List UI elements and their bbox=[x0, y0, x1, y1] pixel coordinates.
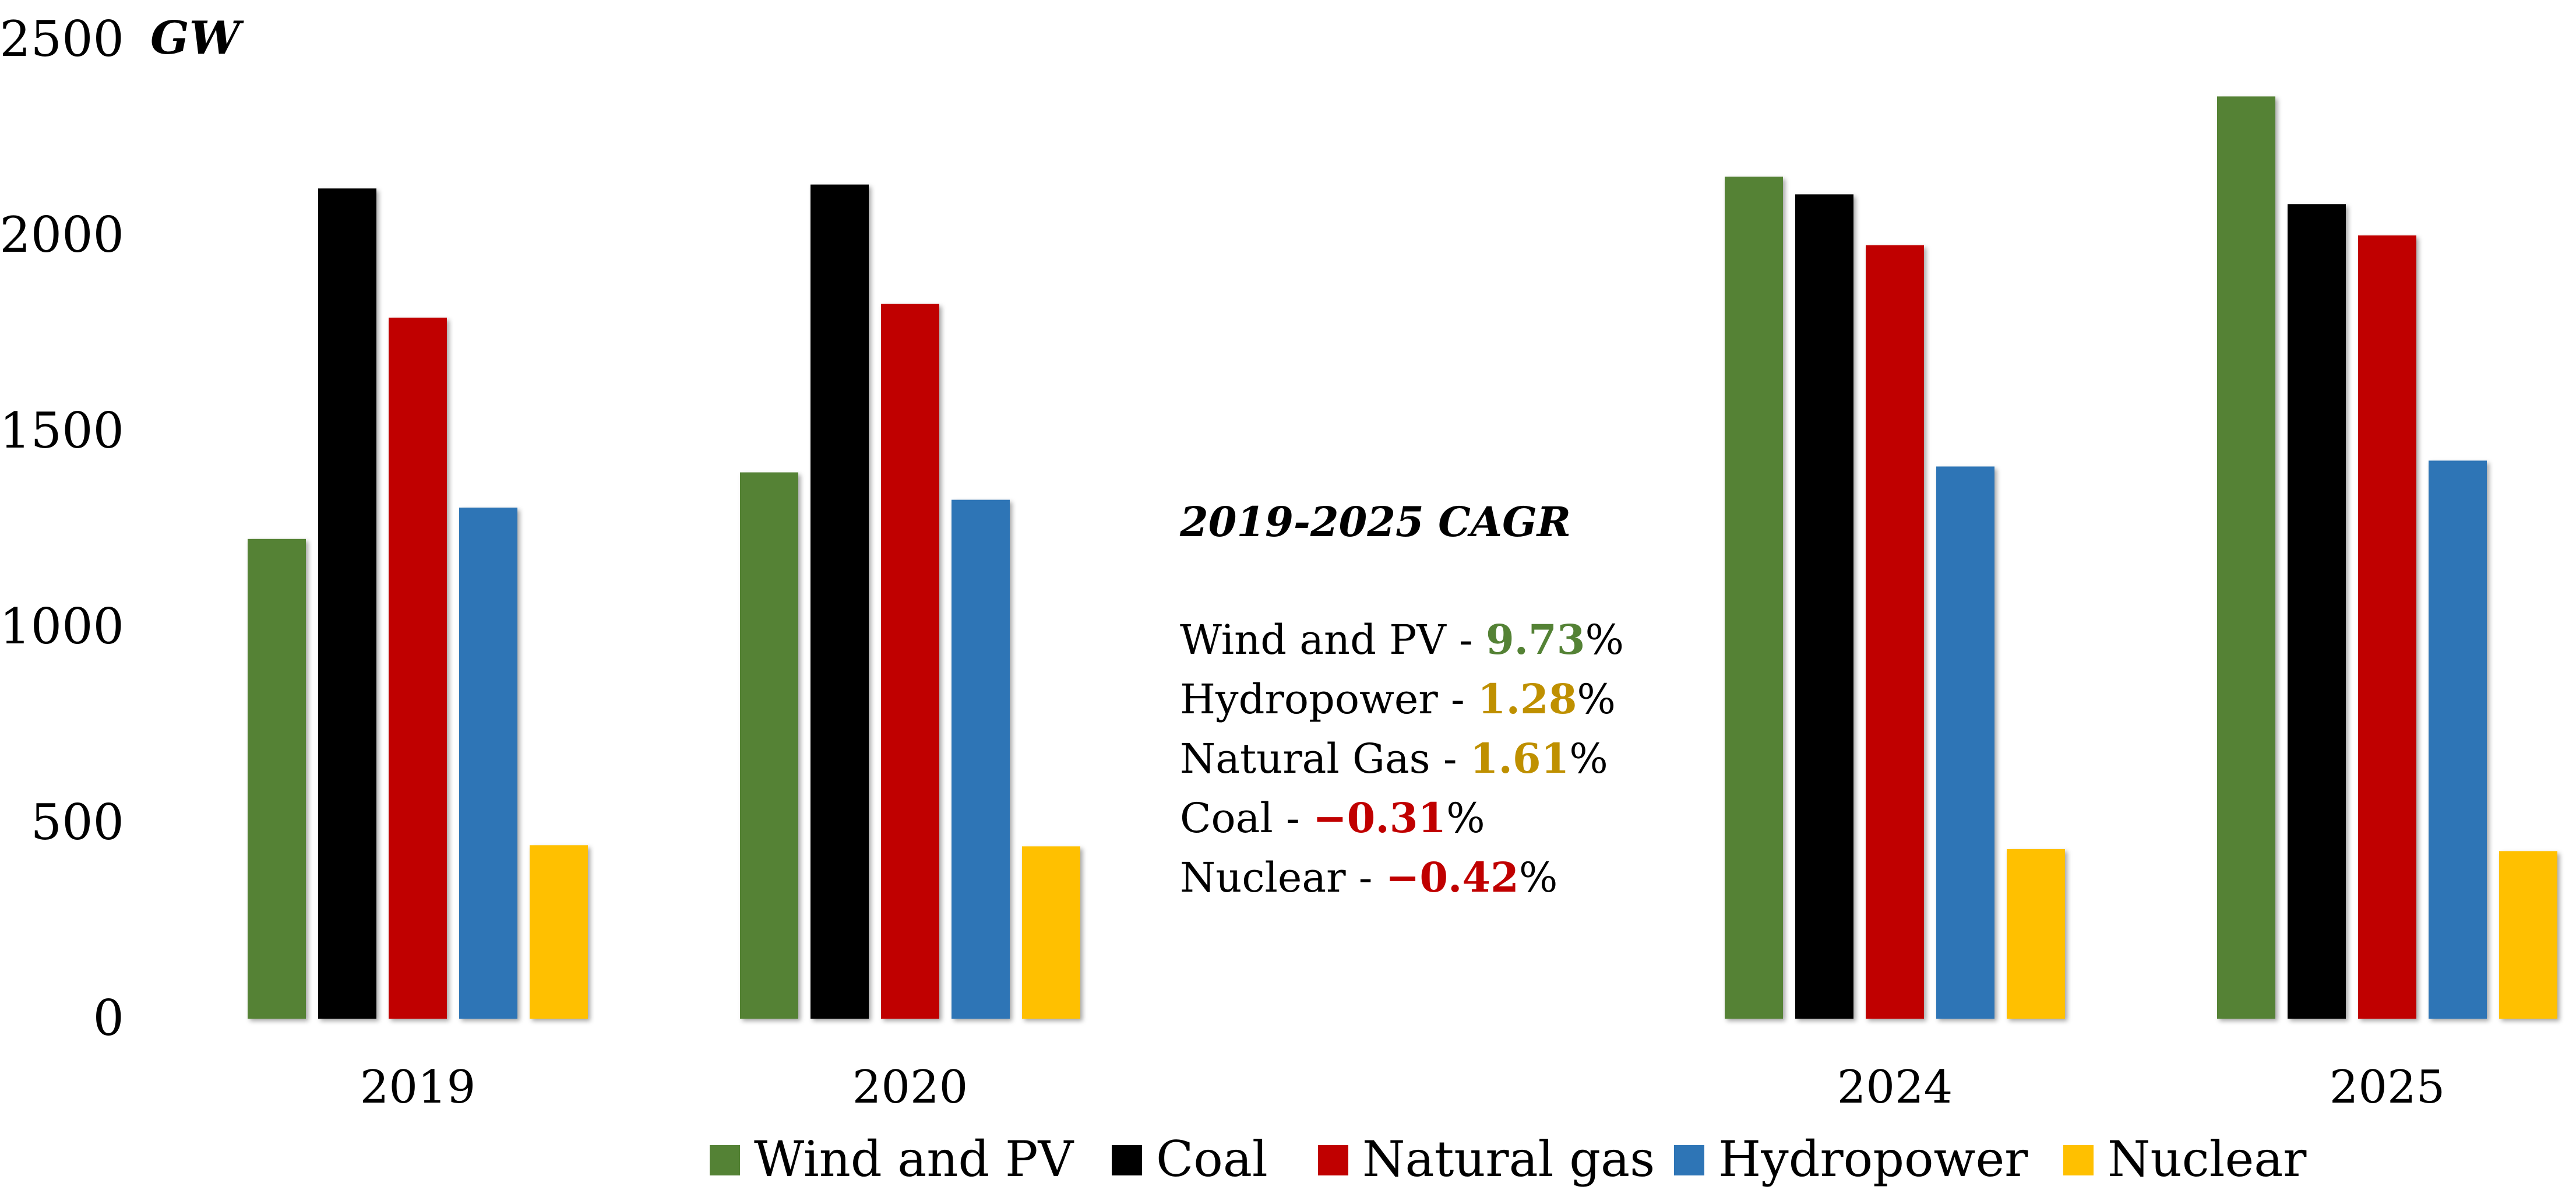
cagr-item-unit: % bbox=[1518, 854, 1558, 902]
legend-label: Nuclear bbox=[2108, 1131, 2307, 1188]
bar-nuclear-2019 bbox=[530, 845, 588, 1019]
bar-wind-and-pv-2025 bbox=[2217, 96, 2275, 1019]
bar-nuclear-2025 bbox=[2499, 851, 2557, 1019]
cagr-list: Wind and PV - 9.73% Hydropower - 1.28% Nat… bbox=[1180, 610, 1704, 907]
legend-swatch bbox=[1318, 1145, 1348, 1175]
cagr-item-unit: % bbox=[1569, 735, 1608, 783]
legend-label: Hydropower bbox=[1718, 1131, 2028, 1188]
legend-label: Natural gas bbox=[1362, 1131, 1655, 1188]
y-tick-label: 2000 bbox=[0, 206, 124, 263]
cagr-item-coal: Coal - −0.31% bbox=[1180, 788, 1704, 848]
bar-wind-and-pv-2024 bbox=[1725, 177, 1783, 1019]
cagr-item-value: 9.73 bbox=[1485, 615, 1585, 664]
cagr-item-label: Natural Gas - bbox=[1180, 735, 1470, 783]
bar-group-2024 bbox=[1725, 177, 2065, 1019]
bar-group-2025 bbox=[2217, 96, 2557, 1019]
y-tick-label: 1000 bbox=[0, 598, 124, 655]
y-tick-label: 0 bbox=[93, 990, 124, 1047]
legend: Wind and PV Coal Natural gas Hydropower Nucl… bbox=[710, 1131, 2307, 1188]
y-axis-unit-label: GW bbox=[150, 12, 245, 65]
cagr-item-unit: % bbox=[1585, 616, 1624, 664]
bar-coal-2025 bbox=[2288, 204, 2346, 1019]
y-tick-label: 500 bbox=[31, 794, 124, 851]
bar-coal-2019 bbox=[318, 188, 376, 1019]
bar-group-2019 bbox=[248, 188, 588, 1019]
bar-nuclear-2020 bbox=[1022, 846, 1080, 1019]
bars bbox=[248, 96, 2557, 1019]
legend-swatch bbox=[710, 1145, 740, 1175]
x-tick-label: 2024 bbox=[1837, 1061, 1953, 1114]
legend-swatch bbox=[1674, 1145, 1704, 1175]
cagr-item-nuclear: Nuclear - −0.42% bbox=[1180, 848, 1704, 907]
bar-coal-2020 bbox=[810, 184, 869, 1019]
y-tick-label: 1500 bbox=[0, 402, 124, 459]
bar-hydropower-2020 bbox=[952, 499, 1010, 1019]
bar-hydropower-2025 bbox=[2429, 460, 2487, 1019]
legend-label: Coal bbox=[1156, 1131, 1268, 1188]
y-axis: 0 500 1000 1500 2000 2500 bbox=[0, 10, 124, 1047]
bar-group-2020 bbox=[740, 184, 1080, 1019]
cagr-item-value: −0.31 bbox=[1312, 794, 1447, 842]
bar-hydropower-2019 bbox=[459, 508, 517, 1019]
cagr-item-hydropower: Hydropower - 1.28% bbox=[1180, 670, 1704, 729]
legend-item-nuclear: Nuclear bbox=[2063, 1131, 2307, 1188]
bar-natural-gas-2019 bbox=[389, 318, 447, 1019]
x-tick-label: 2025 bbox=[2330, 1061, 2445, 1114]
cagr-item-label: Wind and PV - bbox=[1180, 616, 1486, 664]
cagr-annotation: 2019-2025 CAGR Wind and PV - 9.73% Hydrop… bbox=[1180, 492, 1704, 907]
cagr-item-label: Coal - bbox=[1180, 794, 1313, 842]
bar-wind-and-pv-2020 bbox=[740, 472, 798, 1019]
legend-item-hydropower: Hydropower bbox=[1674, 1131, 2028, 1188]
cagr-item-label: Hydropower - bbox=[1180, 675, 1478, 723]
x-tick-label: 2019 bbox=[360, 1061, 476, 1114]
x-tick-label: 2020 bbox=[852, 1061, 968, 1114]
cagr-item-label: Nuclear - bbox=[1180, 854, 1386, 902]
legend-swatch bbox=[2063, 1145, 2094, 1175]
cagr-item-wind-and-pv: Wind and PV - 9.73% bbox=[1180, 610, 1704, 670]
bar-natural-gas-2020 bbox=[881, 304, 939, 1019]
cagr-title: 2019-2025 CAGR bbox=[1180, 498, 1571, 546]
legend-label: Wind and PV bbox=[754, 1131, 1074, 1188]
bar-nuclear-2024 bbox=[2007, 849, 2065, 1019]
bar-coal-2024 bbox=[1795, 194, 1853, 1019]
bar-wind-and-pv-2019 bbox=[248, 538, 306, 1019]
cagr-item-unit: % bbox=[1446, 794, 1485, 842]
legend-item-natural-gas: Natural gas bbox=[1318, 1131, 1655, 1188]
x-axis: 2019 2020 2024 2025 bbox=[360, 1061, 2445, 1114]
y-tick-label: 2500 bbox=[0, 10, 124, 68]
bar-natural-gas-2025 bbox=[2358, 235, 2416, 1019]
legend-item-coal: Coal bbox=[1112, 1131, 1268, 1188]
legend-item-wind-and-pv: Wind and PV bbox=[710, 1131, 1074, 1188]
bar-natural-gas-2024 bbox=[1866, 245, 1924, 1019]
legend-swatch bbox=[1112, 1145, 1142, 1175]
cagr-item-value: 1.28 bbox=[1477, 675, 1577, 723]
bar-hydropower-2024 bbox=[1936, 466, 1994, 1019]
cagr-item-natural-gas: Natural Gas - 1.61% bbox=[1180, 729, 1704, 788]
cagr-item-value: −0.42 bbox=[1385, 853, 1519, 902]
cagr-item-unit: % bbox=[1577, 675, 1616, 723]
cagr-item-value: 1.61 bbox=[1470, 734, 1570, 783]
